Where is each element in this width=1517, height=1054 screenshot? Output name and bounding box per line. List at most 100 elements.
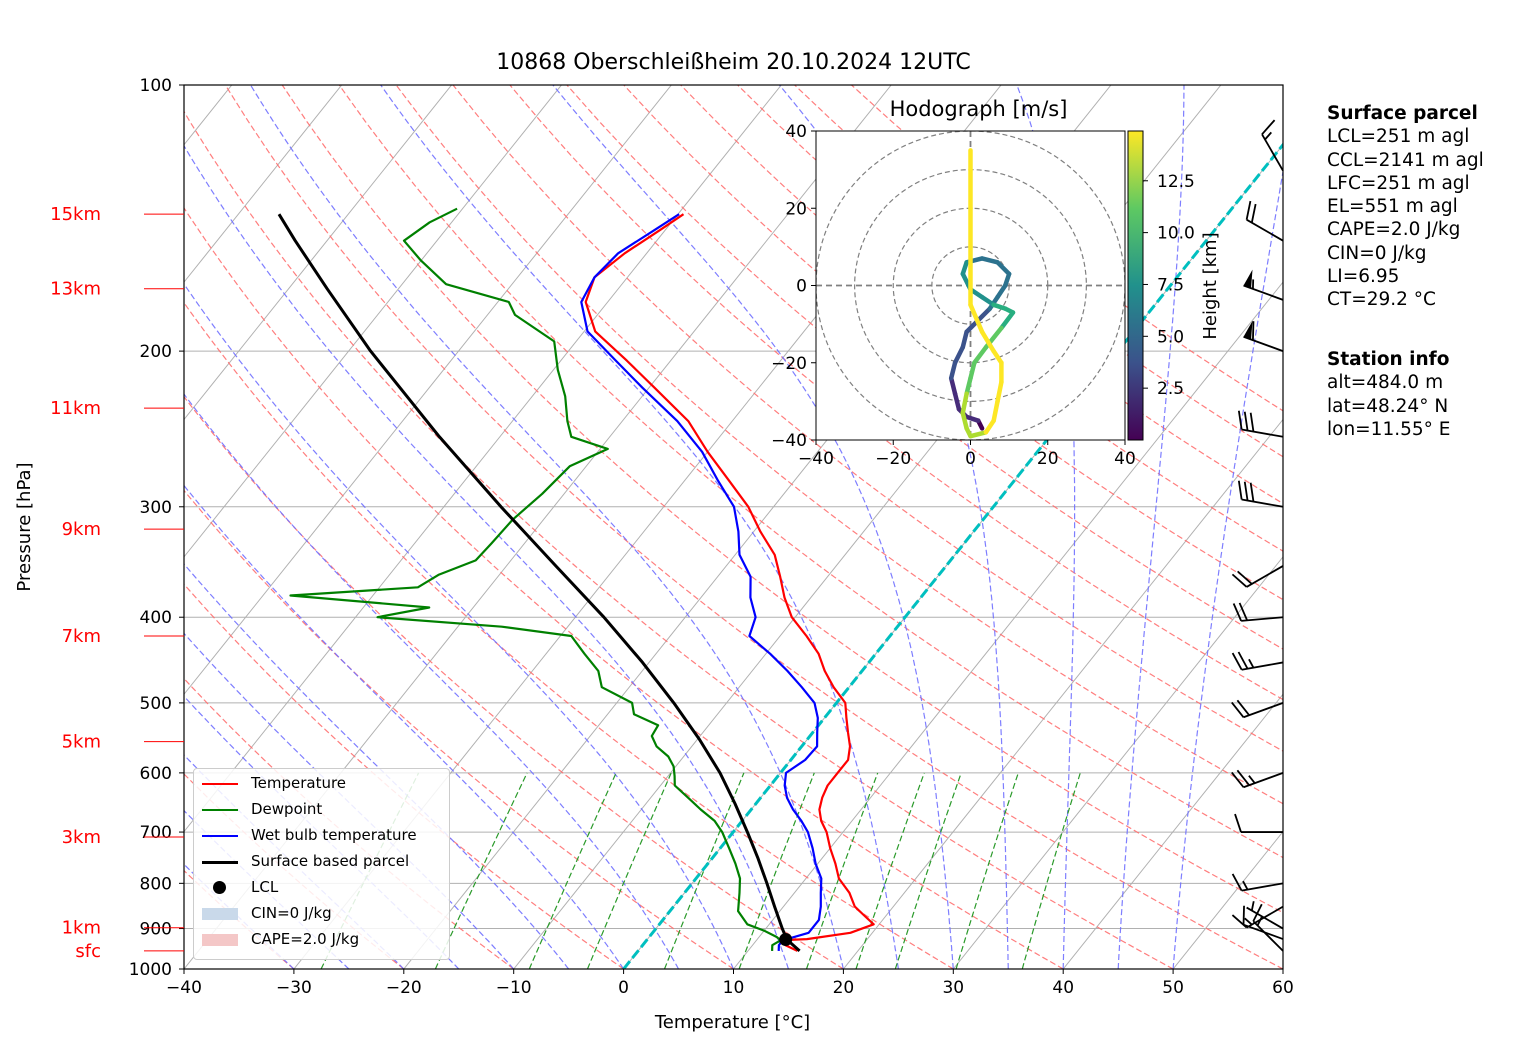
y-tick-label: 1000 — [129, 960, 172, 980]
dry-adiabat — [184, 206, 1064, 969]
barb-staff — [1243, 772, 1284, 789]
x-tick-label: −30 — [276, 978, 312, 998]
dry-adiabat — [737, 85, 1283, 505]
hodograph-plot — [816, 131, 1125, 440]
hodograph-segment — [991, 399, 1000, 423]
y-tick-label: 500 — [140, 694, 172, 714]
mixing-ratio-line — [738, 772, 815, 969]
legend-item-wetbulb: Wet bulb temperature — [194, 823, 449, 849]
height-label: 3km — [62, 827, 101, 848]
legend-patch — [202, 908, 238, 920]
barb-staff — [1243, 284, 1284, 301]
moist-adiabat — [184, 563, 570, 969]
longitude-value: lon=11.55° E — [1327, 418, 1451, 440]
hodograph-y-tick-label: −40 — [771, 431, 807, 451]
hodograph-segment — [999, 310, 1016, 331]
x-axis-label: Temperature [°C] — [654, 1012, 810, 1033]
barb-flag — [1236, 699, 1250, 716]
moist-adiabat — [184, 632, 515, 969]
hodograph-segment — [995, 260, 1012, 277]
y-axis-label: Pressure [hPa] — [14, 462, 35, 591]
wind-barb — [1231, 651, 1284, 671]
hodograph-segment — [983, 418, 996, 435]
wind-barb — [1231, 565, 1284, 588]
x-tick-label: −10 — [496, 978, 532, 998]
dry-adiabat — [281, 85, 1283, 914]
isotherm-line — [184, 85, 343, 283]
chart-title: 10868 Oberschleißheim 20.10.2024 12UTC — [496, 50, 971, 75]
barb-half-flag — [1264, 131, 1272, 141]
isotherm-line — [1062, 693, 1283, 969]
hodograph-segment — [979, 329, 996, 354]
barb-staff — [1241, 498, 1284, 508]
height-label: 13km — [50, 279, 101, 300]
mixing-ratio-line — [1021, 772, 1081, 969]
moist-adiabat — [184, 282, 735, 969]
wind-barb — [1231, 905, 1284, 929]
hodograph-segment — [975, 306, 993, 323]
hodograph-x-tick-label: 40 — [1114, 449, 1136, 469]
isotherm-line — [184, 85, 672, 696]
lcl-value: LCL=251 m agl — [1327, 126, 1470, 148]
mixing-ratio-line — [894, 772, 962, 969]
isotherm-line — [184, 85, 782, 833]
legend-patch — [202, 934, 238, 946]
height-label: 9km — [62, 519, 101, 540]
legend-swatch — [202, 809, 238, 811]
dry-adiabat — [184, 301, 954, 969]
legend-item-lcl: LCL — [194, 875, 449, 901]
barb-flag — [1237, 480, 1243, 500]
legend-label: Dewpoint — [251, 800, 323, 818]
barb-staff — [1241, 616, 1284, 622]
hodograph-segment — [952, 391, 962, 412]
wind-barb — [1243, 320, 1284, 352]
barb-flag — [1232, 603, 1242, 622]
x-tick-label: 10 — [723, 978, 745, 998]
y-tick-label: 200 — [140, 342, 172, 362]
parcel-profile — [277, 213, 801, 953]
barb-staff — [1261, 133, 1284, 172]
isotherm-line — [184, 85, 562, 558]
barb-flag — [1252, 903, 1263, 922]
lcl-marker — [779, 932, 793, 946]
hodograph-x-tick-label: −20 — [875, 449, 911, 469]
barb-half-flag — [1244, 917, 1253, 926]
dry-adiabat — [452, 85, 1283, 752]
x-tick-label: −40 — [166, 978, 202, 998]
height-label: 15km — [50, 204, 101, 225]
legend-label: CAPE=2.0 J/kg — [251, 930, 360, 948]
dry-adiabat — [224, 85, 1283, 969]
li-value: LI=6.95 — [1327, 266, 1400, 288]
y-tick-label: 400 — [140, 608, 172, 628]
x-tick-label: 60 — [1272, 978, 1294, 998]
moist-adiabat — [1117, 85, 1185, 969]
hodograph-y-tick-label: −20 — [771, 354, 807, 374]
moist-adiabat — [184, 695, 460, 969]
legend-item-temperature: Temperature — [194, 771, 449, 797]
legend-item-dewpoint: Dewpoint — [194, 797, 449, 823]
barb-flag — [1231, 771, 1245, 788]
isotherm-line — [733, 281, 1283, 969]
colorbar-tick-label: 12.5 — [1157, 172, 1195, 192]
colorbar-label: Height [km] — [1200, 232, 1221, 339]
mixing-ratio-line — [528, 772, 617, 969]
barb-flag — [1237, 570, 1253, 585]
barb-flag — [1236, 769, 1250, 786]
hodograph-segment — [991, 348, 1004, 365]
x-tick-label: −20 — [386, 978, 422, 998]
y-tick-label: 900 — [140, 920, 172, 940]
wind-barb — [1237, 410, 1284, 438]
x-tick-label: 50 — [1162, 978, 1184, 998]
legend-label: Surface based parcel — [251, 852, 410, 870]
hodograph-segment — [960, 329, 969, 350]
dry-adiabat — [184, 110, 1174, 969]
barb-flag — [1238, 602, 1248, 621]
wind-barb — [1231, 873, 1284, 892]
mixing-ratio-line — [955, 772, 1019, 969]
barb-flag — [1243, 481, 1249, 501]
latitude-value: lat=48.24° N — [1327, 395, 1449, 417]
x-tick-label: 0 — [618, 978, 629, 998]
barb-flag — [1231, 914, 1248, 929]
moist-adiabat — [184, 484, 625, 969]
